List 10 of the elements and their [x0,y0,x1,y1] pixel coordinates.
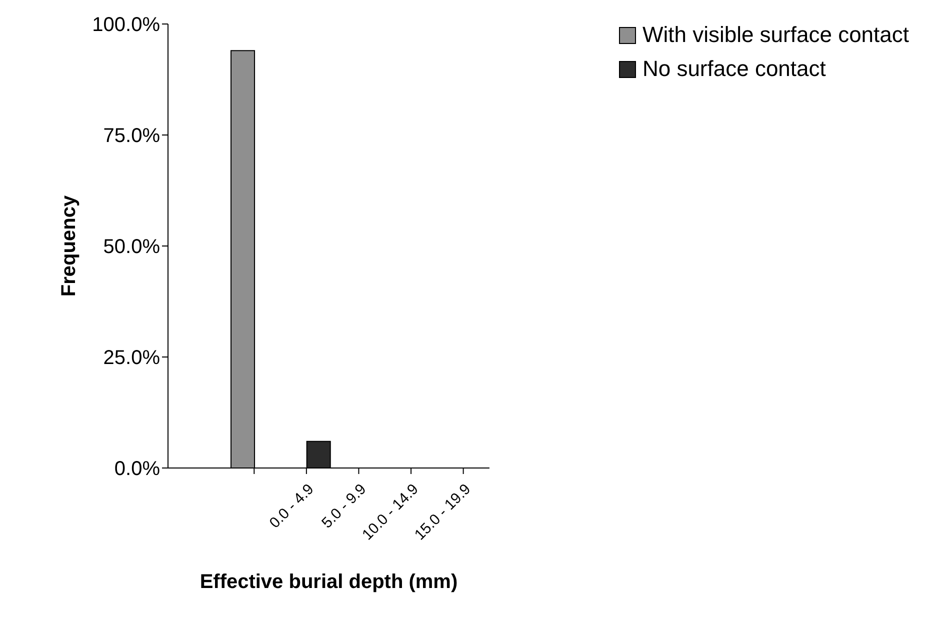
x-tick-label: 0.0 - 4.9 [266,480,318,532]
y-tick-label: 75.0% [103,125,160,148]
legend-label: No surface contact [642,55,826,83]
y-tick-label: 25.0% [103,347,160,370]
legend-label: With visible surface contact [642,21,909,49]
y-tick-label: 0.0% [114,458,160,480]
y-tick-label: 50.0% [103,236,160,258]
x-axis-title: Effective burial depth (mm) [200,571,458,593]
y-tick-label: 100.0% [92,14,160,36]
y-axis-title: Frequency [58,194,80,297]
